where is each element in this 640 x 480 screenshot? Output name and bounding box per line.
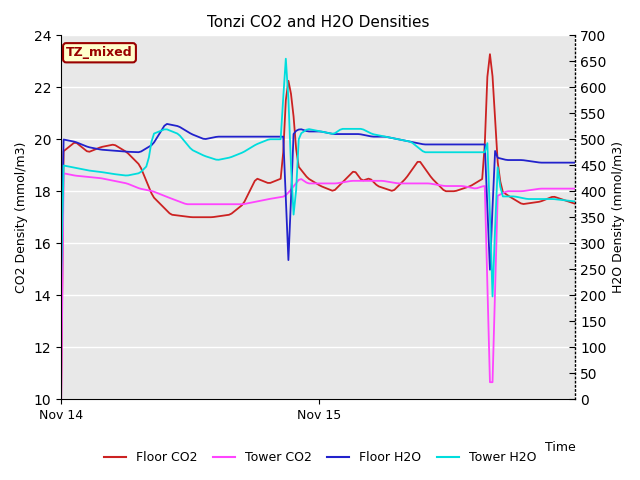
Y-axis label: H2O Density (mmol/m3): H2O Density (mmol/m3) <box>612 141 625 293</box>
Text: Time: Time <box>545 441 576 454</box>
Text: TZ_mixed: TZ_mixed <box>66 46 132 59</box>
Legend: Floor CO2, Tower CO2, Floor H2O, Tower H2O: Floor CO2, Tower CO2, Floor H2O, Tower H… <box>99 446 541 469</box>
Y-axis label: CO2 Density (mmol/m3): CO2 Density (mmol/m3) <box>15 142 28 293</box>
Title: Tonzi CO2 and H2O Densities: Tonzi CO2 and H2O Densities <box>207 15 429 30</box>
